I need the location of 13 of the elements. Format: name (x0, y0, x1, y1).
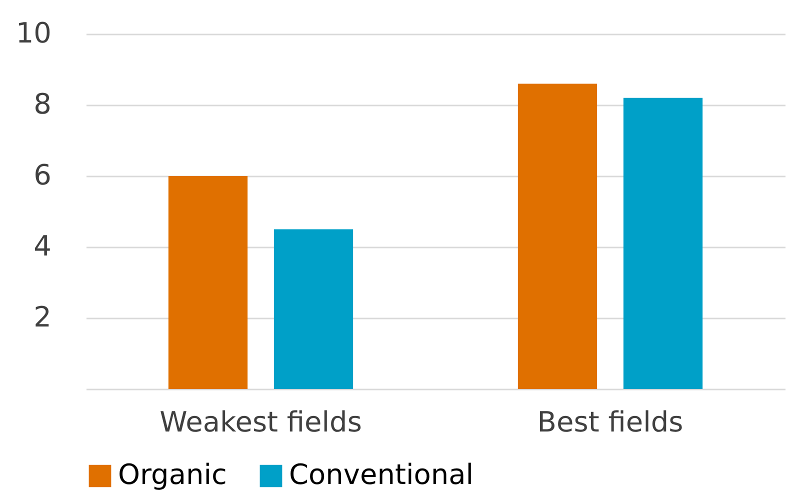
y-tick-label: 6 (34, 158, 52, 192)
bar (168, 176, 248, 389)
legend-label: Organic (118, 458, 227, 491)
y-tick-label: 2 (34, 300, 52, 334)
x-tick-label: Best fields (537, 406, 684, 438)
y-tick-label: 10 (16, 16, 52, 50)
y-tick-label: 4 (34, 230, 52, 262)
x-tick-label: Weakest fields (160, 406, 362, 438)
bar (518, 84, 598, 389)
bar (274, 229, 354, 389)
bar (623, 98, 703, 389)
legend-label: Conventional (289, 458, 474, 491)
y-tick-label: 8 (34, 88, 52, 120)
